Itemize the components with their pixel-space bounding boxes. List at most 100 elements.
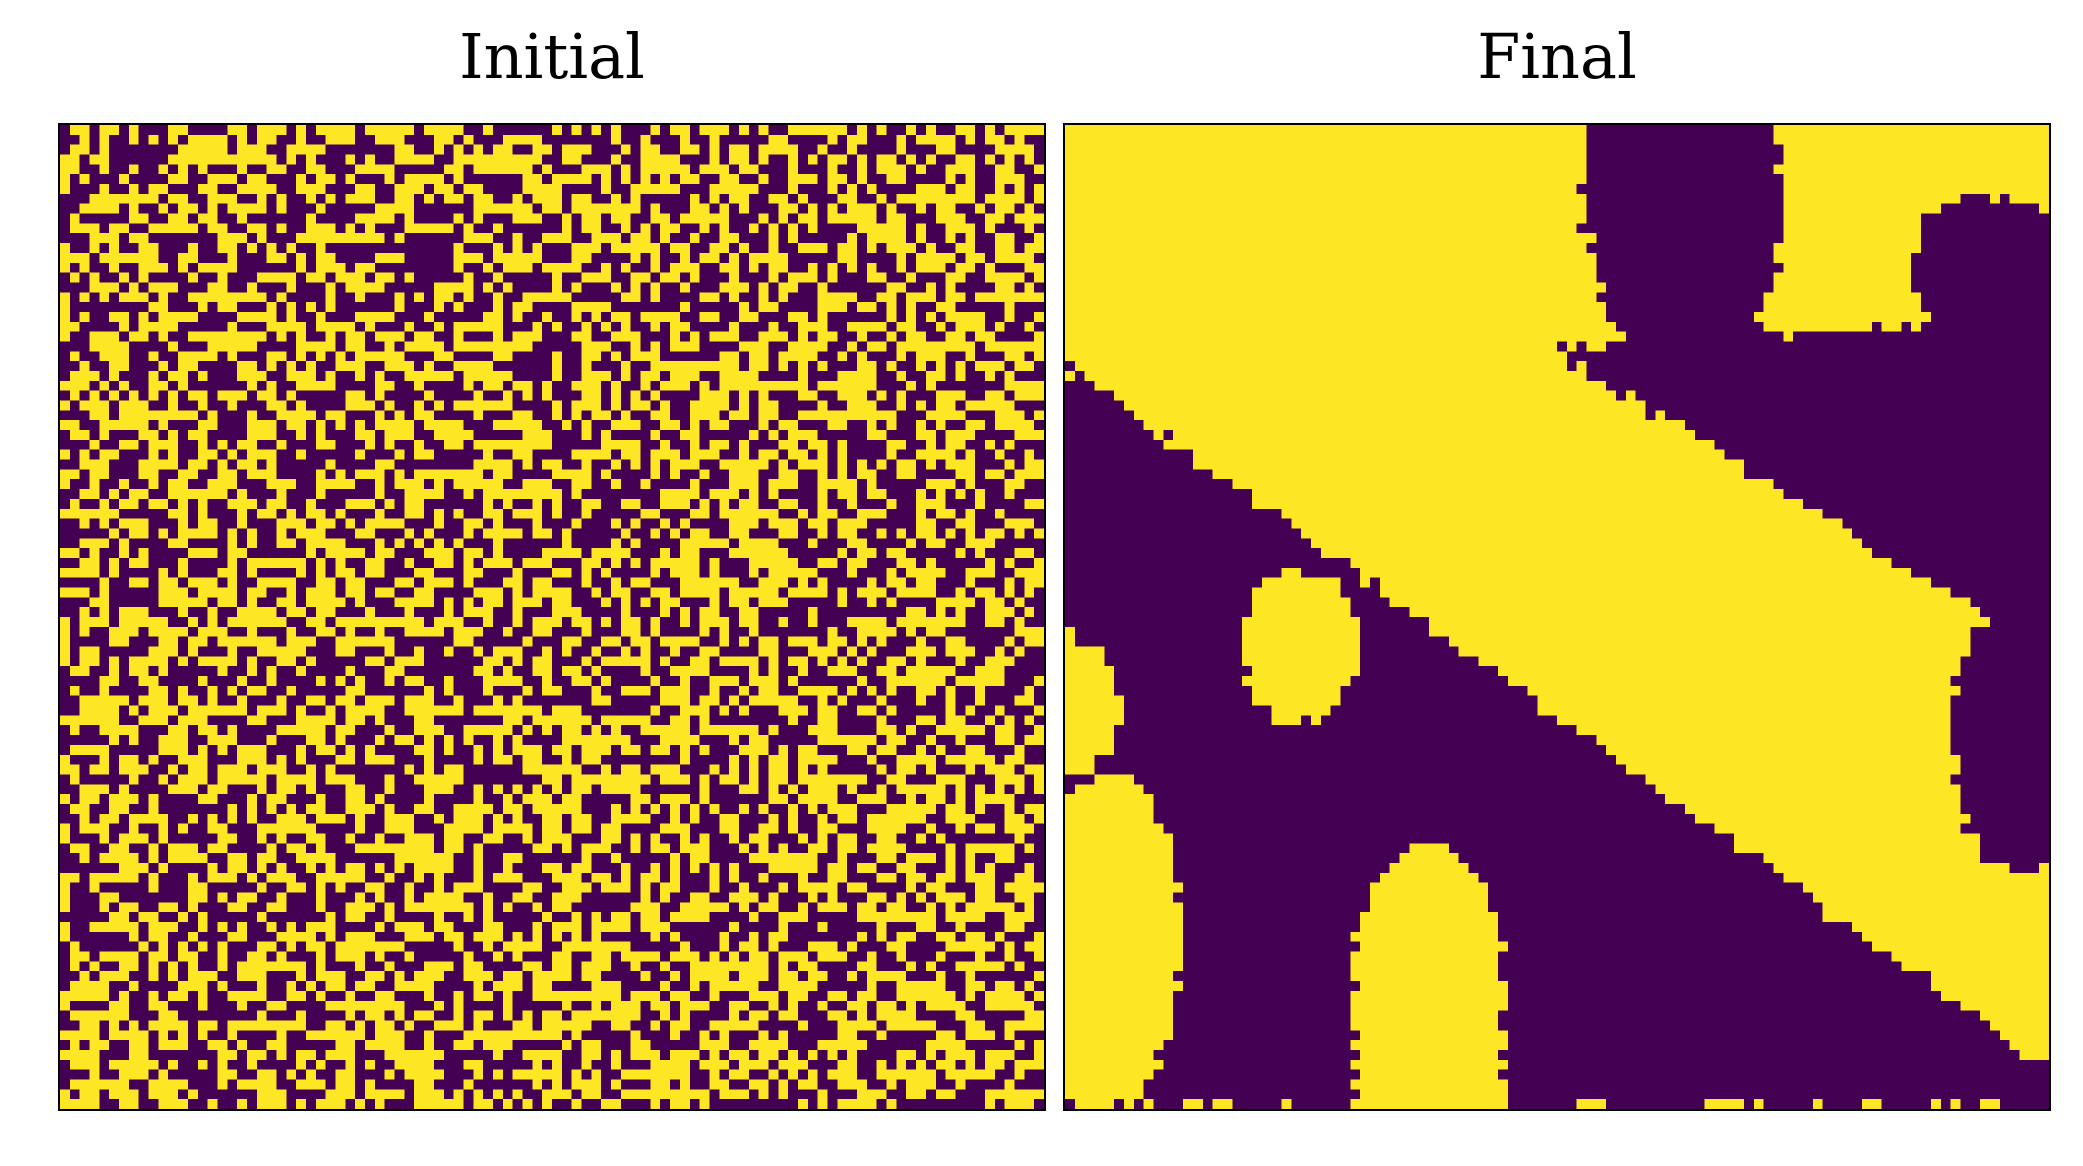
initial-cell-run [679,430,700,440]
initial-cell-run [296,705,306,716]
initial-cell-run [443,646,454,657]
initial-cell-run [847,498,858,509]
initial-cell-run [886,243,917,253]
initial-cell-run [738,243,749,253]
initial-cell-run [414,1089,444,1100]
initial-cell-run [1014,961,1025,972]
initial-cell-run [581,971,602,982]
initial-cell-run [178,567,188,578]
initial-cell-run [768,754,789,765]
initial-cell-run [876,1030,887,1041]
initial-cell-run [306,587,336,598]
initial-cell-run [99,902,110,913]
initial-cell-run [79,823,110,834]
initial-cell-run [483,282,493,293]
initial-cell-run [630,794,651,804]
initial-cell-run [237,518,247,529]
initial-cell-run [306,1030,366,1041]
initial-cell-run [719,636,730,647]
initial-cell-run [945,636,966,647]
initial-cell-run [60,754,70,765]
initial-cell-run [709,685,720,696]
initial-cell-run [768,262,789,273]
initial-cell-run [296,351,306,362]
initial-cell-run [925,410,966,421]
initial-cell-run [384,430,415,440]
initial-cell-run [896,193,976,204]
initial-cell-run [60,764,80,775]
initial-cell-run [699,469,710,480]
initial-cell-run [591,685,602,696]
initial-cell-run [896,262,907,273]
initial-cell-run [414,331,434,342]
initial-cell-run [306,223,336,234]
initial-cell-run [433,882,444,893]
initial-cell-run [847,203,877,214]
initial-cell-run [591,931,602,942]
initial-cell-run [128,233,149,244]
initial-cell-run [866,272,887,283]
initial-cell-run [984,1000,1035,1011]
initial-cell-run [916,430,936,440]
initial-cell-run [778,213,789,224]
initial-cell-run [778,843,789,854]
final-cell-run [1360,981,1508,991]
initial-cell-run [778,1010,798,1021]
initial-cell-run [197,262,238,273]
initial-cell-run [620,626,641,637]
initial-cell-run [857,990,877,1001]
final-cell-run [1773,252,1912,263]
initial-cell-run [266,479,297,490]
initial-cell-run [591,725,602,736]
initial-cell-run [788,636,818,647]
initial-cell-run [207,872,238,883]
final-cell-run [1350,971,1498,982]
initial-cell-run [1024,577,1044,588]
initial-cell-run [571,252,592,263]
initial-cell-run [276,439,287,450]
initial-cell-run [925,961,936,972]
initial-cell-run [325,1020,346,1031]
initial-cell-run [837,518,867,529]
initial-cell-run [325,774,356,785]
initial-cell-run [197,420,218,431]
initial-cell-run [640,912,661,923]
initial-cell-run [60,715,120,726]
initial-cell-run [168,725,188,736]
initial-cell-run [227,685,238,696]
initial-cell-run [935,872,956,883]
initial-cell-run [266,302,277,312]
initial-cell-run [502,941,543,952]
initial-cell-run [896,931,917,942]
initial-cell-run [748,489,759,499]
initial-cell-run [512,597,543,608]
initial-cell-run [817,823,838,834]
final-cell-run [1065,971,1174,982]
initial-cell-run [286,626,297,637]
initial-cell-run [306,695,326,706]
initial-cell-run [729,292,739,303]
initial-cell-run [935,361,946,371]
initial-cell-run [178,774,208,785]
initial-cell-run [217,459,228,470]
initial-heatmap [60,125,1044,1109]
initial-cell-run [227,203,267,214]
initial-cell-run [453,213,464,224]
initial-cell-run [630,1030,641,1041]
initial-cell-run [798,193,808,204]
initial-cell-run [335,725,356,736]
initial-cell-run [748,990,779,1001]
initial-cell-run [591,981,621,991]
initial-cell-run [492,1069,503,1080]
initial-cell-run [60,931,70,942]
final-cell-run [1783,331,1794,342]
initial-cell-run [689,892,710,903]
initial-cell-run [148,1000,169,1011]
initial-cell-run [788,233,798,244]
initial-cell-run [945,292,966,303]
initial-cell-run [807,262,818,273]
initial-cell-run [906,292,936,303]
initial-cell-run [1014,430,1044,440]
initial-cell-run [1004,941,1015,952]
initial-cell-run [365,321,375,332]
